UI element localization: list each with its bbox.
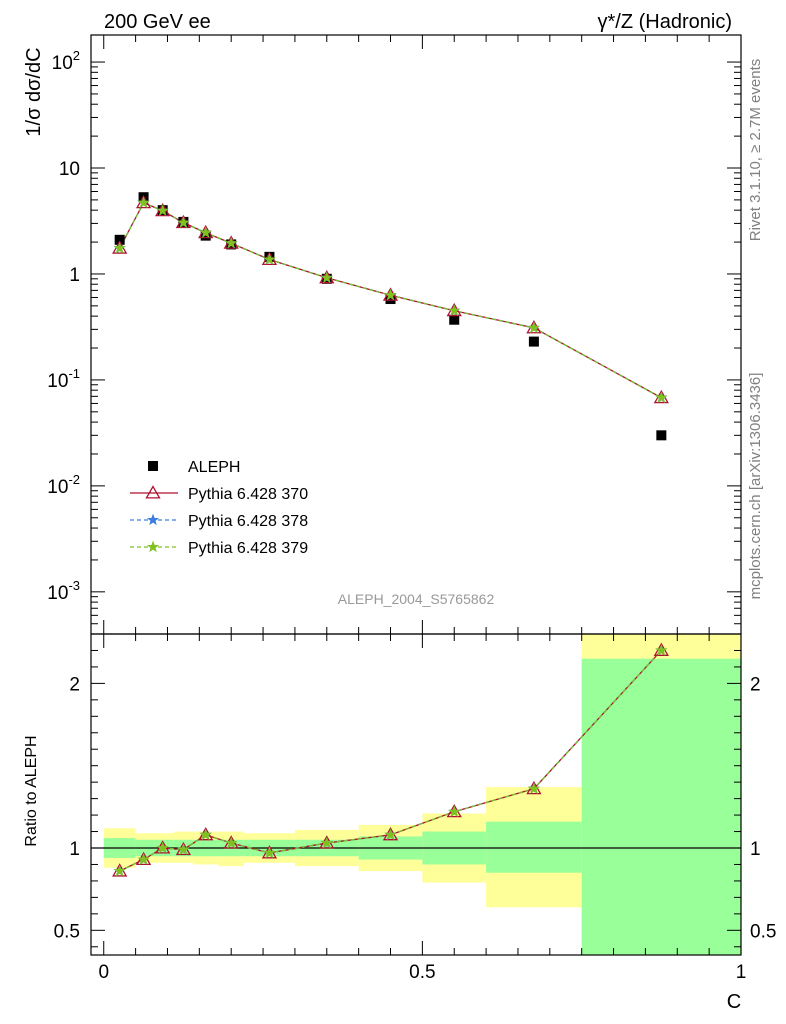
- main-ytick-label-5: 102: [52, 48, 80, 74]
- analysis-id: ALEPH_2004_S5765862: [338, 591, 495, 607]
- main-ytick-label-0: 10-3: [47, 578, 80, 604]
- main-star-379-4: [199, 226, 212, 238]
- ratio-ytick-label-left-1: 1: [69, 839, 80, 860]
- main-star-379-9: [448, 304, 461, 316]
- ratio-star-379-4: [199, 828, 212, 840]
- main-star-379-7: [320, 271, 333, 283]
- ratio-star-379-7: [320, 836, 333, 849]
- ratio-star-379-3: [177, 843, 190, 855]
- x-axis-label: C: [727, 991, 741, 1013]
- ratio-star-379-5: [225, 836, 238, 849]
- main-star-379-10: [527, 321, 540, 334]
- aleph-point-10: [528, 336, 539, 347]
- ratio-ytick-label-left-0: 0.5: [54, 921, 80, 942]
- aleph-point-0: [114, 234, 125, 245]
- legend-label-0: ALEPH: [188, 459, 240, 476]
- main-line-series-3: [119, 201, 662, 399]
- ratio-star-379-9: [448, 805, 461, 817]
- ratio-star-379-11: [655, 644, 668, 656]
- mcplots-label: mcplots.cern.ch [arXiv:1306.3436]: [747, 373, 764, 600]
- legend-marker-370: [145, 485, 161, 499]
- ratio-star-379-6: [263, 846, 276, 859]
- band-inner-11: [581, 658, 741, 955]
- band-inner-10: [486, 821, 582, 873]
- ratio-y-label: Ratio to ALEPH: [23, 735, 40, 846]
- ratio-panel: [112, 642, 669, 877]
- main-star-379-1: [137, 196, 150, 208]
- left-title: 200 GeV ee: [104, 11, 211, 33]
- x-tick-label-0: 0: [98, 962, 109, 983]
- right-title: γ*/Z (Hadronic): [598, 11, 732, 33]
- x-tick-label-2: 1: [736, 962, 747, 983]
- main-ytick-label-1: 10-2: [47, 472, 80, 498]
- ratio-star-379-10: [527, 782, 540, 794]
- main-star-379-3: [177, 216, 190, 228]
- ratio-frame: [90, 633, 742, 956]
- legend-marker-378: [146, 513, 160, 526]
- main-star-379-0: [113, 241, 126, 254]
- ratio-ytick-label-right-0: 0.5: [750, 921, 776, 942]
- aleph-point-9: [449, 314, 460, 325]
- main-ytick-label-2: 10-1: [47, 366, 80, 392]
- x-tick-label-1: 0.5: [409, 962, 435, 983]
- main-star-379-8: [384, 288, 397, 301]
- ratio-ytick-label-right-2: 2: [750, 674, 761, 695]
- aleph-point-11: [656, 430, 667, 441]
- main-y-label: 1/σ dσ/dC: [23, 47, 45, 136]
- main-star-379-6: [263, 253, 276, 265]
- main-ytick-label-4: 10: [59, 159, 80, 180]
- rivet-label: Rivet 3.1.10, ≥ 2.7M events: [747, 59, 764, 242]
- main-ytick-label-3: 1: [69, 265, 80, 286]
- ratio-star-379-0: [113, 864, 126, 877]
- ratio-ytick-label-left-2: 2: [69, 674, 80, 695]
- ratio-star-379-1: [137, 853, 150, 865]
- main-star-379-5: [225, 236, 238, 249]
- legend-marker-aleph: [148, 461, 158, 471]
- main-star-379-11: [655, 391, 668, 403]
- aleph-point-8: [385, 294, 396, 305]
- ratio-line-series-2: [119, 650, 662, 872]
- uncertainty-bands: [91, 634, 741, 955]
- legend-marker-379: [146, 540, 160, 553]
- aleph-point-4: [200, 230, 211, 241]
- legend-label-1: Pythia 6.428 370: [188, 486, 308, 503]
- legend: ALEPH Pythia 6.428 370 Pythia 6.428 378 Pyt…: [130, 459, 308, 557]
- ratio-star-379-8: [384, 828, 397, 840]
- legend-label-3: Pythia 6.428 379: [188, 540, 308, 557]
- main-star-379-2: [156, 204, 169, 216]
- main-panel: [112, 192, 669, 441]
- legend-label-2: Pythia 6.428 378: [188, 513, 308, 530]
- ratio-ytick-label-right-1: 1: [750, 839, 761, 860]
- ratio-star-379-2: [156, 841, 169, 854]
